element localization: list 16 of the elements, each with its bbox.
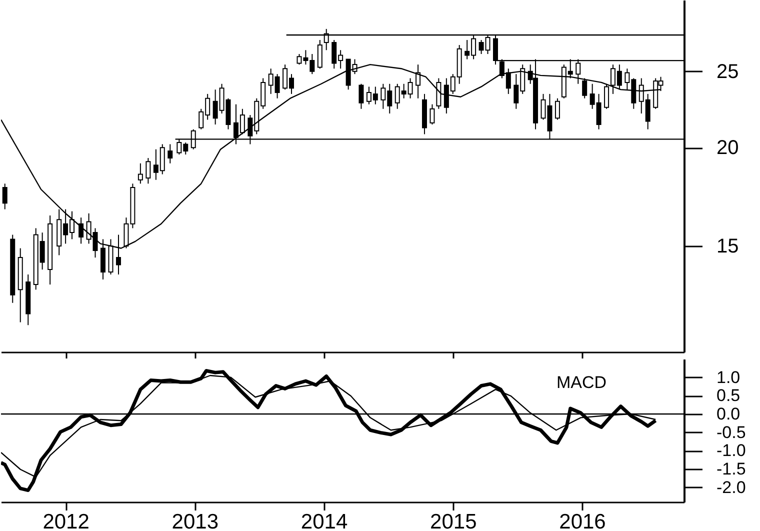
y-tick-label: 1.0 [716, 368, 740, 387]
y-tick-label: -1.5 [716, 460, 746, 478]
x-tick-label: 2013 [172, 510, 219, 531]
y-tick-label: 0.0 [716, 404, 740, 424]
y-tick-label: 0.5 [716, 386, 740, 406]
y-tick-label: -1.0 [716, 441, 746, 460]
x-tick-label: 2015 [430, 510, 477, 531]
annotation: MACD [556, 373, 607, 392]
x-tick-label: 2016 [559, 510, 606, 531]
x-tick-label: 2014 [300, 510, 348, 531]
x-tick-label: 2012 [42, 510, 90, 531]
y-tick-label: -0.5 [716, 422, 746, 442]
y-tick-label: 25 [716, 60, 739, 83]
y-tick-label: 20 [716, 137, 739, 160]
y-tick-label: 15 [716, 235, 739, 258]
y-tick-label: -2.0 [716, 478, 746, 497]
